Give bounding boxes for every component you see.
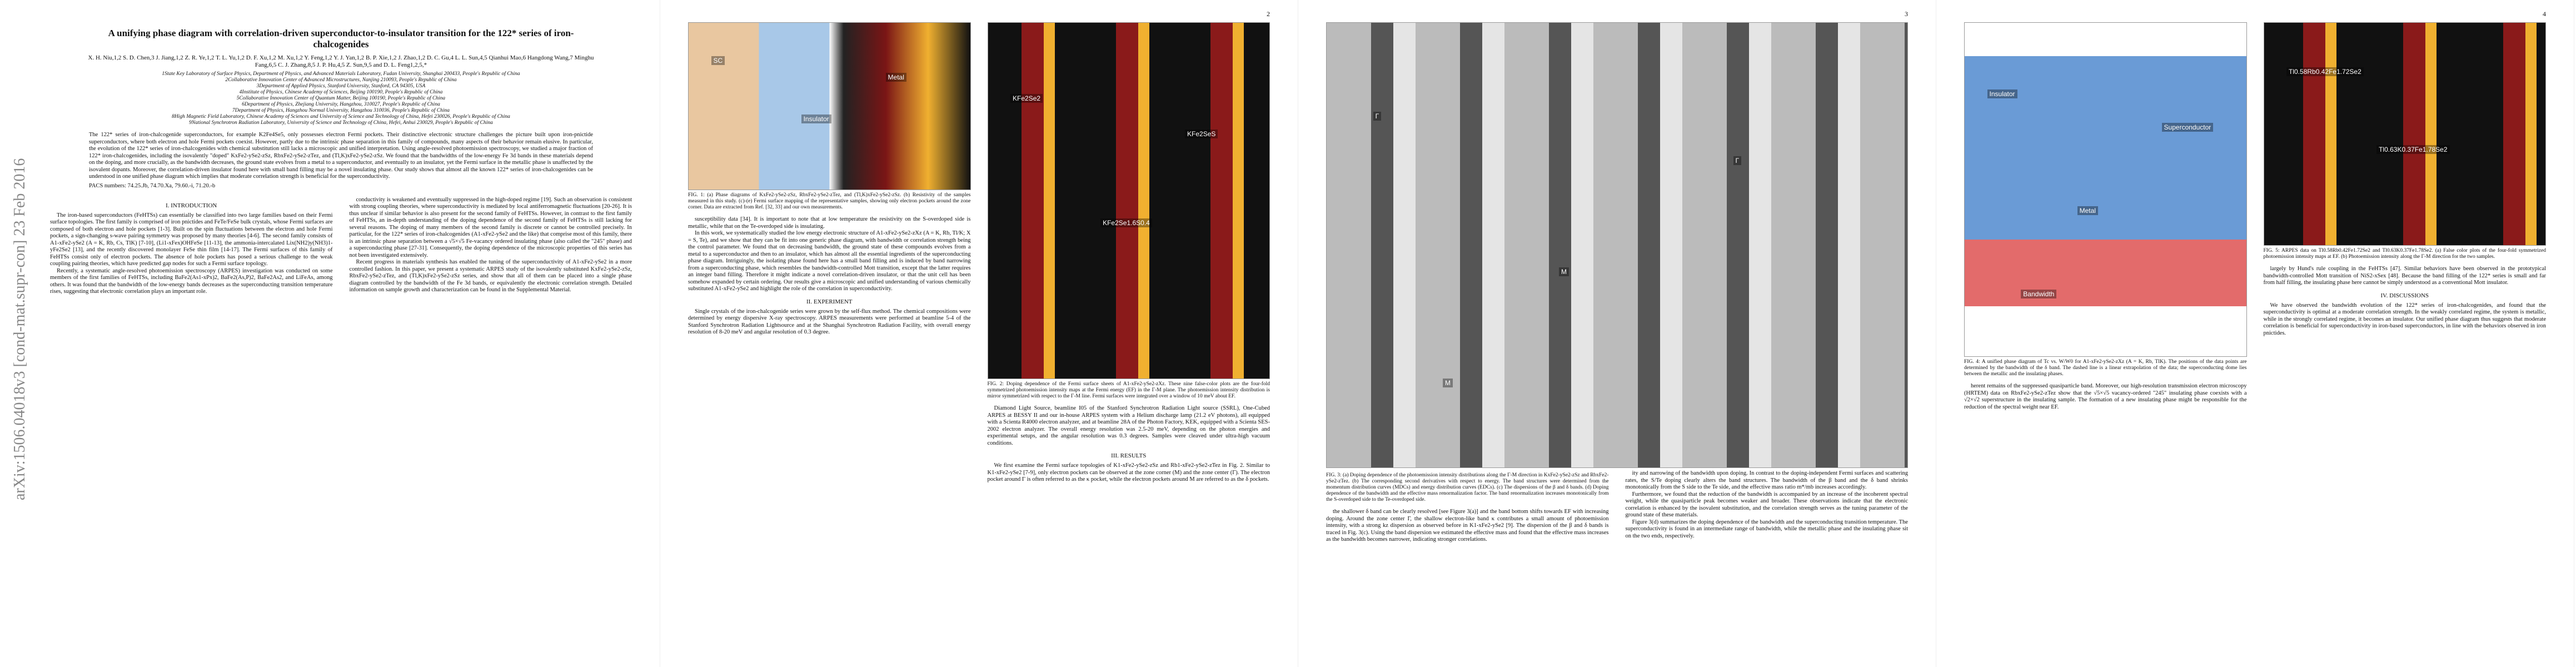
- page: 4 Insulator Metal Superconductor Bandwidth FI…: [1936, 0, 2574, 667]
- caption: FIG. 4: A unified phase diagram of Tc vs…: [1964, 359, 2247, 377]
- column: I. INTRODUCTION The iron-based supercondu…: [50, 197, 333, 296]
- affiliation: 8High Magnetic Field Laboratory, Chinese…: [172, 114, 510, 120]
- columns: FIG. 3: (a) Doping dependence of the pho…: [1326, 470, 1908, 544]
- para: herent remains of the suppressed quasipa…: [1964, 383, 2247, 410]
- page-number: 3: [1905, 10, 1908, 18]
- caption: FIG. 5: ARPES data on Tl0.58Rb0.42Fe1.72…: [2263, 248, 2547, 260]
- figure-label: Γ: [1733, 156, 1742, 165]
- para: Furthermore, we found that the reduction…: [1625, 491, 1909, 519]
- column: conductivity is weakened and eventually …: [350, 197, 632, 296]
- heading: III. RESULTS: [1111, 452, 1147, 459]
- affiliation: 5Collaborative Innovation Center of Quan…: [236, 96, 446, 101]
- figure: KFe2Se2 KFe2Se1.6S0.4 KFe2SeS: [987, 22, 1270, 379]
- authors: X. H. Niu,1,2 S. D. Chen,3 J. Jiang,1,2 …: [88, 54, 594, 68]
- columns: Insulator Metal Superconductor Bandwidth FIG…: [1964, 22, 2546, 411]
- caption: FIG. 2: Doping dependence of the Fermi s…: [987, 381, 1270, 399]
- title: A unifying phase diagram with correlatio…: [108, 28, 574, 49]
- para: Figure 3(d) summarizes the doping depend…: [1625, 519, 1909, 539]
- column: FIG. 3: (a) Doping dependence of the pho…: [1326, 470, 1609, 544]
- columns: I. INTRODUCTION The iron-based supercondu…: [50, 197, 632, 296]
- page-number: 4: [2543, 10, 2546, 18]
- column: Tl0.58Rb0.42Fe1.72Se2 Tl0.63K0.37Fe1.78Se…: [2263, 22, 2547, 411]
- figure-label: KFe2SeS: [1185, 130, 1218, 138]
- caption: FIG. 3: (a) Doping dependence of the pho…: [1326, 472, 1609, 502]
- para: We first examine the Fermi surface topol…: [987, 462, 1270, 482]
- figure: SC Insulator Metal: [688, 22, 971, 190]
- figure-label: KFe2Se2: [1010, 94, 1043, 103]
- figure-label: Metal: [885, 73, 906, 82]
- para: the shallower δ band can be clearly reso…: [1326, 509, 1609, 542]
- pacs: PACS numbers: 74.25.Jb, 74.70.Xa, 79.60.…: [89, 182, 216, 189]
- column: SC Insulator Metal FIG. 1: (a) Phase diagra…: [688, 22, 971, 484]
- figure-label: Insulator: [1987, 89, 2017, 98]
- figure-label: Metal: [2077, 206, 2098, 215]
- figure-label: SC: [711, 56, 725, 65]
- abstract: The 122* series of iron-chalcogenide sup…: [89, 132, 593, 180]
- para: Single crystals of the iron-chalcogenide…: [688, 308, 971, 336]
- para: In this work, we systematically studied …: [688, 230, 971, 292]
- affiliation: 6Department of Physics, Zhejiang Univers…: [242, 102, 440, 107]
- affiliation: 3Department of Applied Physics, Stanford…: [256, 83, 426, 89]
- affiliation: 9National Synchrotron Radiation Laborato…: [189, 120, 493, 126]
- column: ity and narrowing of the bandwidth upon …: [1626, 470, 1909, 544]
- column: Insulator Metal Superconductor Bandwidth FIG…: [1964, 22, 2247, 411]
- figure-label: M: [1443, 379, 1453, 387]
- heading: II. EXPERIMENT: [806, 298, 853, 305]
- figure-label: Bandwidth: [2021, 290, 2057, 298]
- figure-label: Γ: [1373, 112, 1382, 121]
- figure-label: Tl0.63K0.37Fe1.78Se2: [2376, 145, 2450, 154]
- columns: SC Insulator Metal FIG. 1: (a) Phase diagra…: [688, 22, 1270, 484]
- page: 2 SC Insulator Metal FIG. 1: (a) Phase diagr…: [660, 0, 1298, 667]
- para: largely by Hund's rule coupling in the F…: [2263, 266, 2547, 286]
- figure-label: Insulator: [801, 115, 831, 123]
- affiliation: 7Department of Physics, Hangzhou Normal …: [232, 108, 450, 113]
- affiliation: 2Collaborative Innovation Center of Adva…: [225, 77, 457, 83]
- figure-label: Tl0.58Rb0.42Fe1.72Se2: [2286, 67, 2364, 76]
- para: Diamond Light Source, beamline I05 of th…: [987, 405, 1270, 446]
- figure-label: Superconductor: [2161, 123, 2214, 132]
- arxiv-stamp: arXiv:1506.04018v3 [cond-mat.supr-con] 2…: [0, 0, 28, 667]
- para: We have observed the bandwidth evolution…: [2263, 302, 2547, 336]
- figure-label: M: [1559, 267, 1569, 276]
- heading: I. INTRODUCTION: [166, 202, 217, 209]
- para: Recently, a systematic angle-resolved ph…: [50, 267, 333, 295]
- figure: Tl0.58Rb0.42Fe1.72Se2 Tl0.63K0.37Fe1.78Se…: [2263, 22, 2546, 246]
- para: ity and narrowing of the bandwidth upon …: [1625, 470, 1909, 490]
- caption: FIG. 1: (a) Phase diagrams of KxFe2-ySe2…: [688, 192, 971, 210]
- figure: Γ M Γ M: [1326, 22, 1908, 468]
- para: The iron-based superconductors (FeHTSs) …: [50, 212, 333, 267]
- page: 3 Γ M Γ M FIG. 3: (a) Doping dependence of th…: [1298, 0, 1936, 667]
- affiliation: 1State Key Laboratory of Surface Physics…: [162, 71, 520, 77]
- heading: IV. DISCUSSIONS: [2380, 292, 2429, 299]
- para: Recent progress in materials synthesis h…: [349, 259, 632, 293]
- affiliation: 4Institute of Physics, Chinese Academy o…: [239, 89, 443, 95]
- figure-label: KFe2Se1.6S0.4: [1100, 218, 1152, 227]
- figure: Insulator Metal Superconductor Bandwidth: [1964, 22, 2247, 357]
- para: susceptibility data [34]. It is importan…: [688, 216, 971, 230]
- pages: A unifying phase diagram with correlatio…: [22, 0, 2574, 667]
- page: A unifying phase diagram with correlatio…: [22, 0, 660, 667]
- page-number: 2: [1267, 10, 1270, 18]
- para: conductivity is weakened and eventually …: [349, 196, 632, 258]
- column: KFe2Se2 KFe2Se1.6S0.4 KFe2SeS FIG. 2: Dopin…: [987, 22, 1270, 484]
